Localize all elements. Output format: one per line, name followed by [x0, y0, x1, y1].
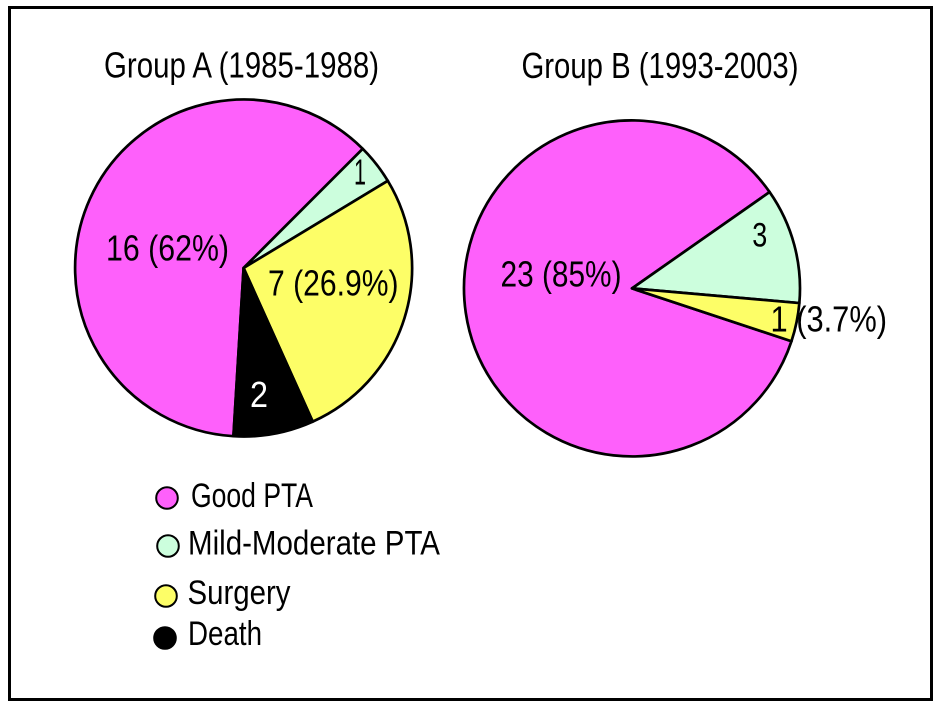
svg-text:Group A (1985-1988): Group A (1985-1988) [104, 45, 379, 86]
svg-text:Group B (1993-2003): Group B (1993-2003) [522, 45, 799, 86]
svg-text:7 (26.9%): 7 (26.9%) [268, 263, 399, 304]
svg-text:Surgery: Surgery [188, 574, 291, 612]
svg-text:16 (62%): 16 (62%) [106, 228, 229, 269]
svg-text:2: 2 [250, 374, 268, 415]
svg-text:1: 1 [354, 152, 366, 193]
svg-text:Good PTA: Good PTA [191, 477, 313, 515]
svg-text:Death: Death [188, 615, 262, 653]
svg-text:3: 3 [752, 217, 767, 255]
svg-text:1 (3.7%): 1 (3.7%) [771, 299, 888, 340]
svg-text:Mild-Moderate PTA: Mild-Moderate PTA [188, 525, 440, 563]
svg-text:23 (85%): 23 (85%) [501, 254, 622, 295]
